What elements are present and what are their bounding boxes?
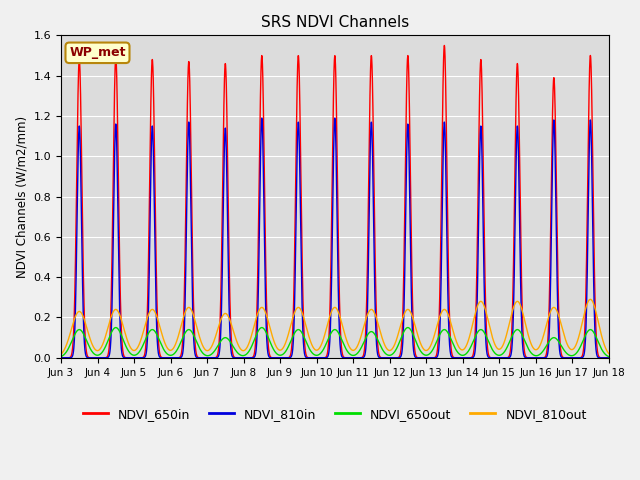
NDVI_810in <box>268 355 275 360</box>
NDVI_810out <box>120 324 127 330</box>
Line: NDVI_650in: NDVI_650in <box>61 46 609 358</box>
NDVI_650in <box>291 241 299 247</box>
NDVI_810out <box>605 350 612 356</box>
Line: NDVI_810out: NDVI_810out <box>61 300 609 354</box>
Title: SRS NDVI Channels: SRS NDVI Channels <box>260 15 409 30</box>
Line: NDVI_810in: NDVI_810in <box>61 118 609 358</box>
NDVI_810in <box>291 285 299 291</box>
NDVI_810out <box>535 345 543 350</box>
NDVI_810out <box>594 318 602 324</box>
NDVI_810in <box>594 354 602 360</box>
Legend: NDVI_650in, NDVI_810in, NDVI_650out, NDVI_810out: NDVI_650in, NDVI_810in, NDVI_650out, NDV… <box>78 403 592 426</box>
Y-axis label: NDVI Channels (W/m2/mm): NDVI Channels (W/m2/mm) <box>15 116 28 277</box>
NDVI_650out <box>112 324 120 330</box>
NDVI_810in <box>535 355 543 360</box>
NDVI_650in <box>120 352 127 358</box>
NDVI_810in <box>605 355 612 360</box>
NDVI_810in <box>152 300 160 306</box>
NDVI_650out <box>57 354 65 360</box>
NDVI_650in <box>440 43 448 48</box>
Line: NDVI_650out: NDVI_650out <box>61 327 609 357</box>
NDVI_650in <box>267 354 275 360</box>
NDVI_810in <box>258 115 266 121</box>
NDVI_650out <box>594 339 602 345</box>
NDVI_650out <box>152 330 160 336</box>
NDVI_650out <box>268 342 275 348</box>
NDVI_810out <box>152 312 160 317</box>
NDVI_650in <box>152 249 160 255</box>
NDVI_810out <box>291 309 299 315</box>
NDVI_650in <box>594 351 602 357</box>
NDVI_810out <box>586 297 594 302</box>
NDVI_650out <box>291 330 299 336</box>
NDVI_810in <box>57 355 65 360</box>
NDVI_650out <box>605 354 612 360</box>
NDVI_650out <box>120 338 127 344</box>
NDVI_650in <box>535 355 543 360</box>
NDVI_650in <box>605 355 612 360</box>
NDVI_650in <box>57 355 65 360</box>
NDVI_810in <box>120 354 127 360</box>
NDVI_810out <box>267 329 275 335</box>
NDVI_810out <box>57 351 65 357</box>
NDVI_650out <box>535 352 543 358</box>
Text: WP_met: WP_met <box>69 46 125 60</box>
